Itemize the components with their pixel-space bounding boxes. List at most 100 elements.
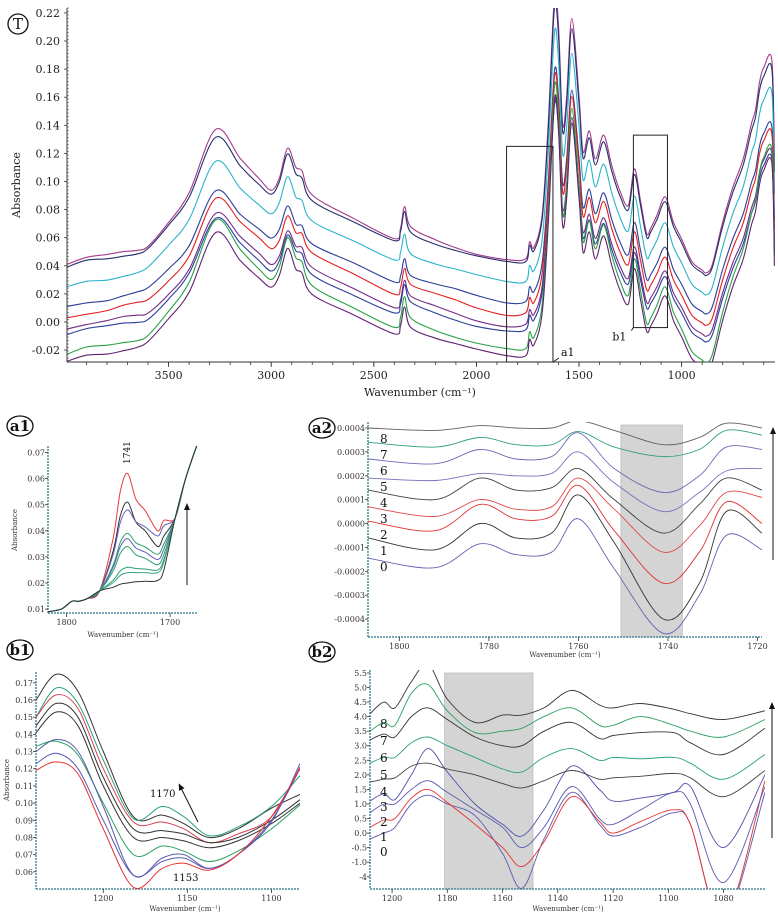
series-line [67,8,775,274]
x-tick-label: 1200 [382,894,402,903]
y-tick-label: 0.0002 [337,472,365,481]
panel-tag-b2: b2 [308,641,336,663]
series-line [48,446,198,613]
y-tick-label: 0.16 [15,696,33,705]
curve-label: 2 [380,528,388,542]
y-axis-title: Absorbance [3,759,11,802]
x-tick-label: 1760 [568,642,588,651]
x-axis-title: Wavenumber (cm⁻¹) [529,651,600,659]
x-tick-label: 1800 [389,642,409,651]
y-axis-title: Absorbance [11,509,19,552]
x-tick-label: 1160 [492,894,512,903]
x-tick-label: 2000 [462,369,490,382]
series-line [48,446,198,613]
series-line [370,780,765,889]
y-tick-label: 0.14 [36,119,61,132]
y-tick-label: 0.0 [354,829,367,838]
series-line [368,422,762,446]
x-tick-label: 1180 [437,894,457,903]
series-group [368,422,762,635]
series-line [36,761,300,889]
y-tick-label: 0.12 [15,765,33,774]
y-tick-label: 0.00 [36,316,61,329]
y-tick-label: 0.06 [27,475,45,484]
annotation-1153: 1153 [173,873,198,884]
x-tick-label: 1720 [747,642,767,651]
y-tick-label: 0.18 [36,63,61,76]
curve-label: 1 [380,544,388,558]
y-tick-label: -0.0002 [334,567,365,576]
x-axis-title: Wavenumber (cm⁻¹) [532,905,603,913]
panels: 0.220.200.180.160.140.120.100.080.060.04… [3,7,775,913]
curve-label: 0 [380,560,388,574]
curve-label: 0 [380,845,388,859]
series-line [36,738,300,878]
box-leader [552,357,560,363]
y-tick-label: 0.14 [15,730,33,739]
series-line [36,702,300,844]
box-leader [630,327,634,331]
y-tick-label: 0.0001 [337,496,365,505]
curve-label: 7 [380,734,388,748]
y-tick-label: 0.06 [36,232,61,245]
x-tick-label: 1100 [658,894,678,903]
annotation-1170: 1170 [150,789,175,800]
curve-label: 4 [380,785,388,799]
series-line [368,494,762,621]
series-line [48,446,198,613]
y-tick-label: 0.04 [36,260,61,273]
series-line [48,446,198,613]
trend-arrow-b1 [178,783,199,823]
panel-tag-a2: a2 [308,417,336,439]
x-tick-label: 1740 [658,642,678,651]
y-tick-label: -0.0003 [334,591,365,600]
x-tick-label: 1120 [603,894,623,903]
series-line [368,451,762,513]
x-tick-label: 1780 [479,642,499,651]
series-line [48,446,198,613]
y-tick-label: -4 [359,873,367,882]
y-tick-label: 0.09 [15,816,33,825]
panel-tag-text: T [13,15,23,33]
annotation-1741: 1741 [123,441,133,464]
y-tick-label: 0.10 [15,799,33,808]
y-tick-label: 0.05 [27,501,45,510]
series-line [36,673,300,839]
zoom-box-b1 [632,134,668,329]
curve-label: 1 [380,830,388,844]
series-line [48,446,198,613]
series-line [368,518,762,635]
y-tick-label: 5.5 [354,669,367,678]
x-tick-label: 1100 [261,894,281,903]
panel-tag-text: b2 [312,643,333,661]
series-line [370,762,765,798]
y-tick-label: 0.0000 [337,520,365,529]
y-tick-label: 4.5 [354,698,367,707]
y-tick-label: 0.04 [27,527,45,536]
y-tick-label: 0.07 [15,851,33,860]
series-line [370,736,765,780]
panel-tag-T: T [7,13,29,35]
series-group [48,446,198,613]
series-line [48,446,198,613]
curve-label: 3 [380,800,388,814]
y-tick-label: -0.02 [32,344,60,357]
series-group [67,8,775,362]
series-line [36,711,300,849]
x-tick-label: 1800 [56,618,76,627]
y-axis-title: Absorbance [10,152,23,219]
series-line [368,429,762,458]
series-line [368,477,762,553]
series-line [36,752,300,878]
series-line [370,707,765,756]
panel-tag-text: a1 [10,417,30,435]
panel-tag-text: a2 [312,419,332,437]
x-tick-label: 1150 [177,894,197,903]
panel-b2: 5.5 5.0 4.5 4.0 3.5 3.0 2.5 2.0 1.5 1.0 0.5 0.0 -0.5… [352,669,765,913]
y-tick-label: 2.5 [354,756,367,765]
panel-T: 0.22 0.20 0.18 0.16 0.14 0.12 0.10 0.08 0.06 0.04… [10,7,775,399]
y-tick-label: 0.12 [36,147,61,160]
x-tick-label: 1200 [93,894,113,903]
curve-label: 3 [380,512,388,526]
